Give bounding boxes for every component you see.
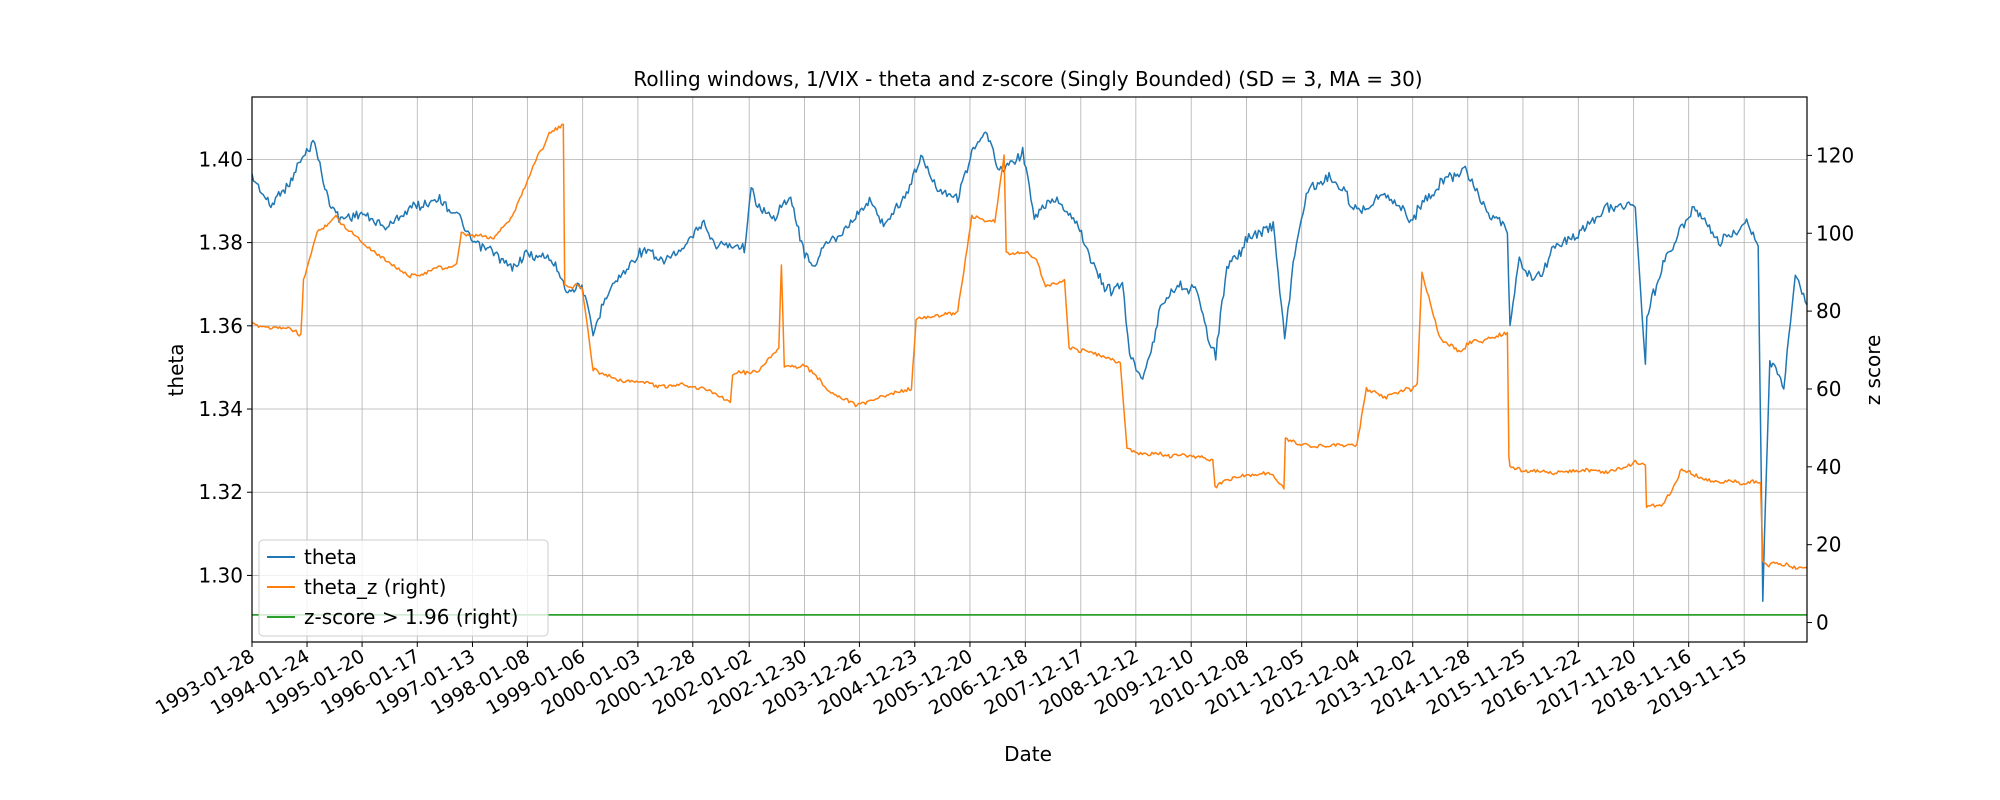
y-axis-left: 1.30 1.32 1.34 1.36 1.38 1.40	[198, 147, 252, 587]
y-left-tick-label: 1.34	[198, 397, 243, 421]
legend: theta theta_z (right) z-score > 1.96 (ri…	[258, 539, 549, 637]
legend-box	[258, 539, 549, 637]
x-axis: 1993-01-281994-01-241995-01-201996-01-17…	[152, 642, 1751, 720]
y-right-tick-label: 100	[1816, 221, 1854, 245]
y-axis-left-label: theta	[164, 344, 188, 397]
y-left-tick-label: 1.36	[198, 314, 243, 338]
y-left-tick-label: 1.40	[198, 147, 243, 171]
y-axis-right: 0 20 40 60 80 100 120	[1807, 143, 1854, 635]
y-left-tick-label: 1.32	[198, 480, 243, 504]
grid-lines	[251, 97, 1807, 642]
legend-label-theta-z: theta_z (right)	[304, 575, 446, 599]
series-theta	[251, 131, 1808, 603]
y-right-tick-label: 0	[1816, 611, 1829, 635]
plot-frame	[251, 96, 1808, 643]
legend-label-threshold: z-score > 1.96 (right)	[304, 605, 518, 629]
series-theta-z	[251, 123, 1808, 570]
x-axis-label: Date	[1004, 742, 1052, 766]
y-left-tick-label: 1.30	[198, 563, 243, 587]
y-right-tick-label: 60	[1816, 377, 1841, 401]
y-right-tick-label: 120	[1816, 143, 1854, 167]
y-right-tick-label: 20	[1816, 533, 1841, 557]
y-right-tick-label: 80	[1816, 299, 1841, 323]
chart-title: Rolling windows, 1/VIX - theta and z-sco…	[633, 67, 1422, 91]
y-right-tick-label: 40	[1816, 455, 1841, 479]
legend-label-theta: theta	[304, 545, 357, 569]
y-left-tick-label: 1.38	[198, 231, 243, 255]
y-axis-right-label: z score	[1861, 335, 1885, 406]
